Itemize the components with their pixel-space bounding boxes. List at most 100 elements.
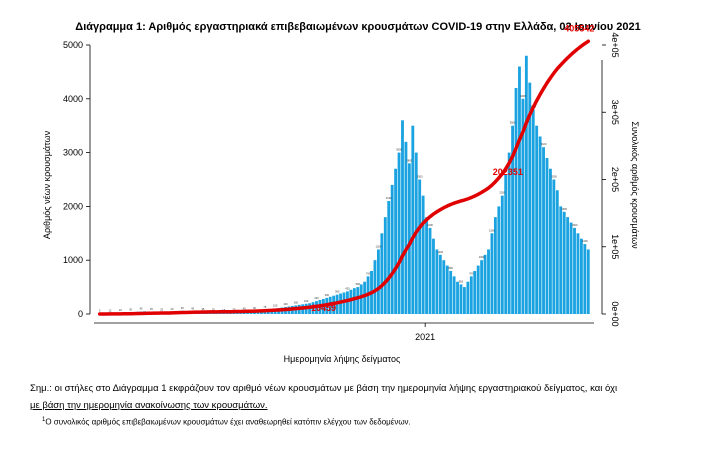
bar-126 [531,109,535,314]
y2-tick-label-2: 2e+05 [610,167,620,192]
bar-label-15: 35 [150,307,153,311]
annotation-10459: 10459 [311,303,336,313]
bar-104 [456,281,459,314]
bar-label-6: 20 [119,308,122,312]
bar-label-42: 45 [243,307,246,311]
bar-74 [352,288,356,314]
bar-120 [511,125,515,314]
bar-75 [356,287,360,314]
bar-122 [518,66,521,315]
bar-109 [473,270,477,314]
bar-label-108: 700 [469,271,474,275]
covid-chart: Διάγραμμα 1: Αριθμός εργαστηριακά επιβεβ… [42,21,641,364]
bar-label-135: 1900 [561,207,567,211]
bar-131 [549,168,552,314]
bar-label-114: 1500 [489,228,495,232]
bar-label-24: 60 [181,306,184,310]
bar-84 [387,201,391,314]
bar-82 [380,233,384,314]
bar-label-84: 2100 [386,196,392,200]
cumulative-line [97,39,591,316]
bar-label-120: 3500 [510,121,516,125]
annotation-202351: 202351 [493,167,523,177]
bar-141 [583,244,587,314]
y2-tick-label-1: 1e+05 [610,234,620,259]
bar-72 [346,291,349,314]
bar-107 [466,281,470,314]
bar-121 [514,88,518,314]
bar-label-96: 1600 [427,223,433,227]
bar-label-54: 130 [283,302,288,306]
bar-135 [562,211,566,314]
bar-label-27: 45 [191,307,194,311]
bar-label-93: 2500 [417,175,423,179]
bar-118 [504,174,508,314]
bar-136 [566,217,570,314]
bar-label-138: 1600 [572,223,578,227]
x-tick-label-2021: 2021 [415,332,435,342]
bar-86 [394,168,398,314]
bar-label-51: 100 [273,304,278,308]
bar-137 [569,222,573,314]
bar-100 [442,260,446,314]
bar-96 [428,227,432,314]
bar-77 [363,281,367,314]
chart-title: Διάγραμμα 1: Αριθμός εργαστηριακά επιβεβ… [75,21,640,33]
bar-label-45: 60 [253,306,256,310]
bar-83 [383,217,387,314]
bar-103 [452,276,456,314]
bar-101 [445,265,449,314]
bar-87 [397,152,401,314]
bar-label-66: 300 [325,293,330,297]
chart-note: Σημ.: οι στήλες στο Διάγραμμα 1 εκφράζου… [30,380,700,414]
bar-134 [559,206,563,314]
bar-label-39: 30 [232,307,235,311]
bar-114 [490,233,494,314]
bar-label-69: 360 [335,290,340,294]
y2-axis-label: Συνολικός αριθμός κρουσμάτων [630,121,640,249]
bar-label-87: 3000 [396,148,402,152]
bar-label-63: 240 [314,296,319,300]
y2-tick-label-0: 0e+00 [610,301,620,326]
y-tick-label-1: 1000 [63,255,83,265]
y-tick-label-3: 3000 [63,148,83,158]
bar-81 [376,249,380,314]
bar-116 [497,206,501,314]
bar-label-111: 1000 [479,255,485,259]
bar-106 [463,287,466,314]
bar-label-123: 4000 [520,94,526,98]
y-tick-label-0: 0 [78,309,83,319]
y-tick-label-4: 4000 [63,94,83,104]
bar-88 [401,120,404,314]
x-axis-label: Ημερομηνία λήψης δείγματος [284,354,401,364]
bar-label-21: 40 [171,307,174,311]
bar-71 [342,292,346,314]
bar-130 [545,157,549,314]
bar-112 [483,254,487,314]
bar-89 [404,141,408,314]
bar-111 [480,260,484,314]
bar-90 [407,163,411,314]
bar-105 [459,284,463,314]
bar-73 [349,289,353,314]
bar-label-60: 190 [304,299,309,303]
bar-128 [538,136,542,314]
bar-119 [507,152,511,314]
bar-95 [425,217,428,314]
bar-label-72: 420 [345,286,350,290]
y-tick-label-2: 2000 [63,201,83,211]
bar-label-132: 2500 [551,175,557,179]
bar-label-3: 12 [109,308,112,312]
bar-91 [411,125,415,314]
bar-98 [435,249,439,314]
bar-label-57: 160 [294,300,299,304]
y2-tick-label-3: 3e+05 [610,100,620,125]
bar-123 [521,98,525,314]
footnote: 1Ο συνολικός αριθμός επιβεβαιωμένων κρου… [42,417,411,427]
bar-117 [500,195,504,314]
bar-139 [576,233,580,314]
bar-129 [542,147,545,314]
bar-133 [555,190,559,314]
bar-label-9: 30 [129,307,132,311]
y-axis-label: Αριθμός νέων κρουσμάτων [42,130,52,239]
